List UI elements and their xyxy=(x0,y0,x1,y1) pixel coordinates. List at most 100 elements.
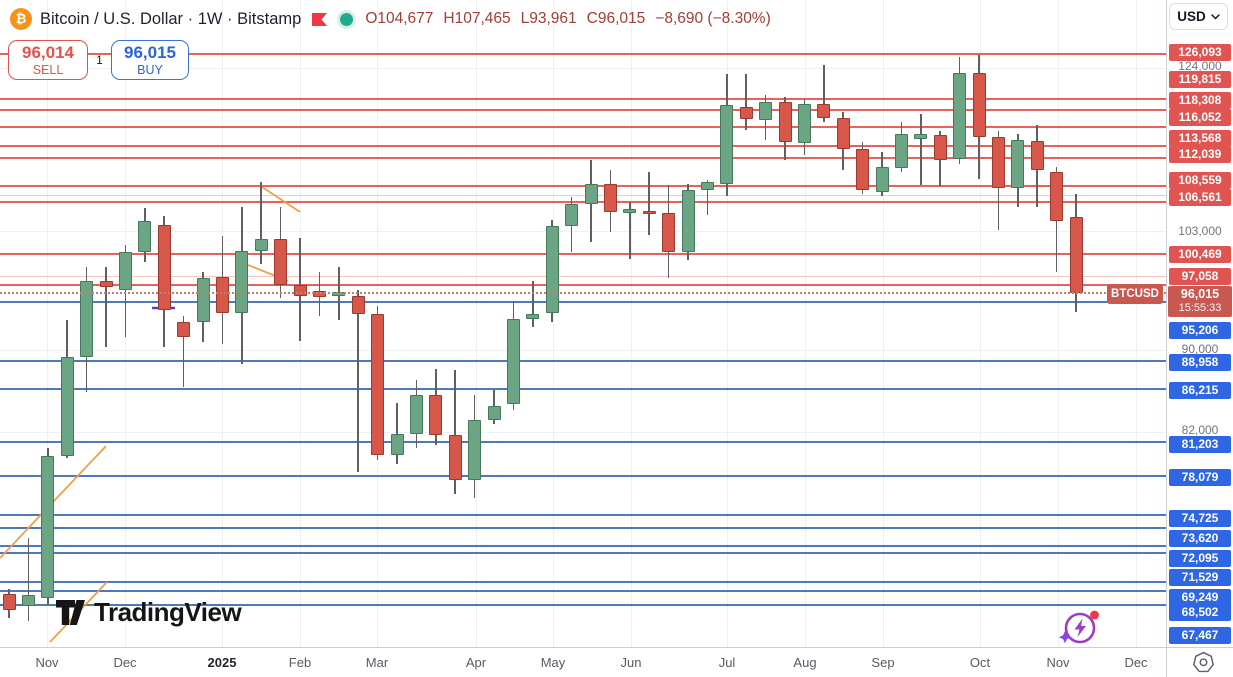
price-level-badge: 119,815 xyxy=(1169,70,1231,88)
price-level-badge: 81,203 xyxy=(1169,435,1231,453)
candle-body xyxy=(429,395,443,436)
resistance-line[interactable] xyxy=(0,201,1166,204)
bitcoin-logo-icon: ₿ xyxy=(10,8,32,30)
candle-body xyxy=(371,313,385,455)
candle-body xyxy=(836,118,850,149)
candle-body xyxy=(623,208,637,213)
candle-body xyxy=(584,183,598,205)
chevron-down-icon xyxy=(1211,13,1220,20)
support-line[interactable] xyxy=(0,440,1166,443)
candle-wick xyxy=(706,179,709,216)
candle-wick xyxy=(124,245,127,338)
candle-wick xyxy=(823,65,825,123)
tradingview-mark-icon xyxy=(56,600,85,625)
candle-wick xyxy=(745,74,747,131)
grid-line-horizontal xyxy=(0,231,1166,233)
spread-value: 1 xyxy=(96,53,103,67)
candle-body xyxy=(138,221,152,252)
support-line[interactable] xyxy=(0,526,1166,529)
candle-body xyxy=(953,73,967,160)
price-tick-label: 90,000 xyxy=(1181,342,1219,356)
candle-body xyxy=(293,285,307,296)
candle-body xyxy=(700,182,714,191)
candle-body xyxy=(991,136,1005,188)
candle-body xyxy=(215,276,229,314)
resistance-line[interactable] xyxy=(0,109,1166,112)
price-axis[interactable]: 96,015 15:55:33 124,000 103,000 90,000 82,0… xyxy=(1166,0,1233,647)
tradingview-logo[interactable]: TradingView xyxy=(55,597,242,628)
price-level-badge: 95,206 xyxy=(1169,321,1231,339)
candle-wick xyxy=(260,182,262,265)
trendline[interactable] xyxy=(261,186,301,213)
price-level-badge: 112,039 xyxy=(1169,145,1231,163)
resistance-line[interactable] xyxy=(0,283,1166,286)
high-value: H107,465 xyxy=(443,10,511,27)
candle-wick xyxy=(396,403,398,464)
price-level-badge: 78,079 xyxy=(1169,468,1231,486)
drawings-layer xyxy=(0,186,301,643)
grid-line-vertical xyxy=(1058,0,1059,647)
current-price-dotted-line xyxy=(0,292,1166,294)
time-axis[interactable]: Nov Dec 2025 Feb Mar Apr May Jun Jul Aug Sep Oct Nov… xyxy=(0,647,1233,677)
chart-canvas[interactable]: BTCUSD ₿ Bitcoin / U.S. Dollar · 1W · Bi… xyxy=(0,0,1166,647)
support-line[interactable] xyxy=(0,475,1166,477)
candle-body xyxy=(739,107,753,120)
candle-body xyxy=(41,455,55,598)
candle-body xyxy=(894,134,908,168)
resistance-line[interactable] xyxy=(0,253,1166,256)
candle-body xyxy=(933,135,947,160)
time-axis-label: Feb xyxy=(288,655,312,670)
resistance-line[interactable] xyxy=(0,126,1166,129)
candle-wick xyxy=(532,280,534,327)
candle-body xyxy=(817,104,831,119)
symbol-title[interactable]: Bitcoin / U.S. Dollar · 1W · Bitstamp xyxy=(40,9,302,28)
candle-body xyxy=(448,435,462,481)
sell-price: 96,014 xyxy=(22,43,74,63)
minor-level-line xyxy=(0,276,1166,278)
support-line[interactable] xyxy=(0,513,1166,516)
grid-line-vertical xyxy=(1136,0,1137,647)
support-line[interactable] xyxy=(0,580,1166,583)
sell-button[interactable]: 96,014 SELL xyxy=(8,40,88,80)
candle-wick xyxy=(357,290,359,473)
currency-button[interactable]: USD xyxy=(1169,3,1228,30)
price-level-badge: 72,095 xyxy=(1169,549,1231,567)
candle-body xyxy=(1050,171,1064,222)
time-axis-label: Jul xyxy=(718,655,736,670)
close-value: C96,015 xyxy=(586,10,646,27)
candle-body xyxy=(1030,141,1044,171)
resistance-line[interactable] xyxy=(0,157,1166,160)
buy-button[interactable]: 96,015 BUY xyxy=(111,40,189,80)
ohlc-values: O104,677 H107,465 L93,961 C96,015 −8,690… xyxy=(365,10,770,28)
price-level-badge: 116,052 xyxy=(1169,108,1231,126)
price-level-badge: 67,467 xyxy=(1169,626,1231,644)
axis-settings-icon[interactable] xyxy=(1192,651,1215,677)
resistance-line[interactable] xyxy=(0,145,1166,148)
time-axis-label: Mar xyxy=(365,655,389,670)
support-line[interactable] xyxy=(0,387,1166,390)
price-level-badge: 74,725 xyxy=(1169,509,1231,527)
candle-body xyxy=(526,313,540,320)
support-line[interactable] xyxy=(0,360,1166,363)
candle-body xyxy=(312,291,326,297)
candle-body xyxy=(1069,217,1083,294)
support-line[interactable] xyxy=(0,590,1166,593)
grid-line-vertical xyxy=(476,0,477,647)
candle-wick xyxy=(920,113,922,186)
time-axis-label: Oct xyxy=(969,655,991,670)
support-line[interactable] xyxy=(0,545,1166,548)
flag-icon[interactable] xyxy=(311,12,328,27)
resistance-line[interactable] xyxy=(0,185,1166,187)
price-level-badge: 73,620 xyxy=(1169,529,1231,547)
candle-body xyxy=(99,280,113,287)
support-line[interactable] xyxy=(0,603,1166,606)
support-line[interactable] xyxy=(0,552,1166,555)
resistance-line[interactable] xyxy=(0,98,1166,101)
candle-body xyxy=(759,102,773,120)
support-line[interactable] xyxy=(0,300,1166,303)
resistance-line[interactable] xyxy=(0,53,1166,56)
lightning-spark-icon[interactable] xyxy=(1057,605,1103,647)
candle-body xyxy=(196,277,210,322)
currency-label: USD xyxy=(1177,9,1206,24)
price-level-badge: 100,469 xyxy=(1169,245,1231,263)
